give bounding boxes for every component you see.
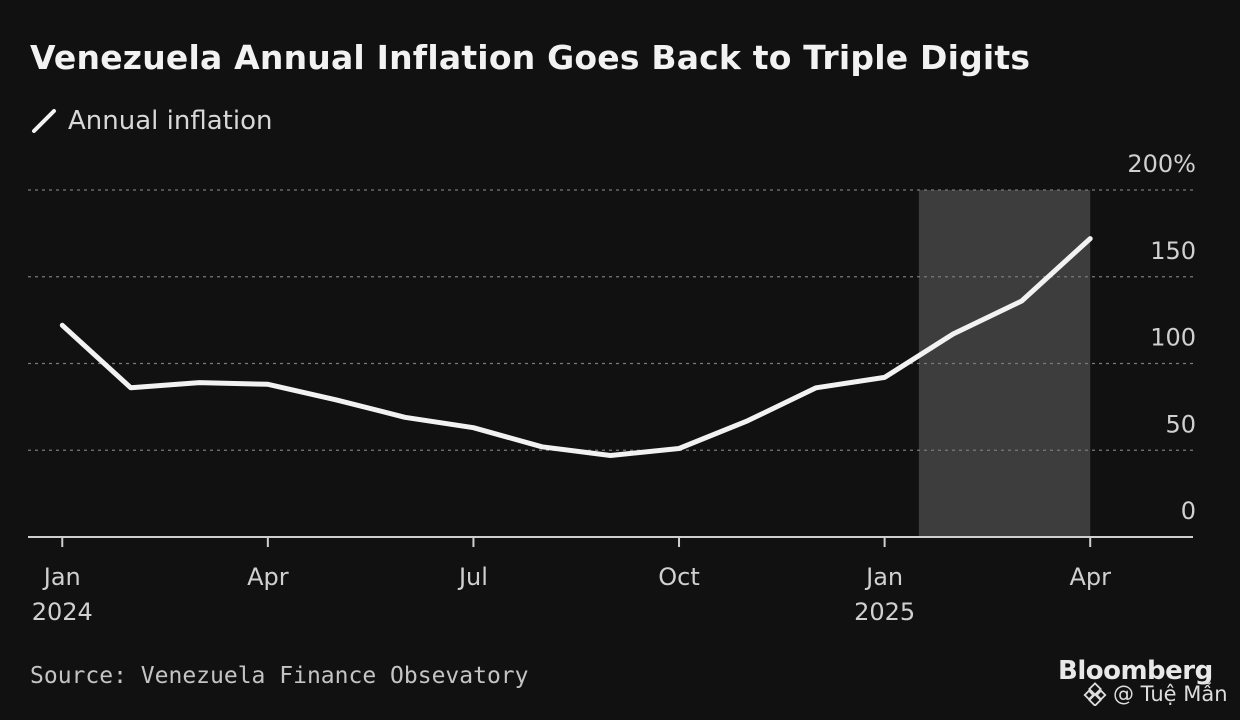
binance-diamond-icon [1083, 682, 1107, 706]
x-tick-sublabel: 2025 [854, 598, 915, 626]
watermark-text: @ Tuệ Mẫn [1113, 682, 1228, 706]
series-line-annual-inflation [59, 236, 1093, 458]
x-tick-label: Jan [864, 563, 903, 591]
watermark: @ Tuệ Mẫn [1083, 682, 1228, 706]
y-tick-label: 150 [1150, 237, 1196, 265]
bloomberg-logo: Bloomberg [1058, 656, 1213, 686]
chart-title: Venezuela Annual Inflation Goes Back to … [30, 38, 1031, 77]
y-tick-label: 0 [1181, 497, 1196, 525]
legend: Annual inflation [30, 106, 272, 136]
legend-line-icon [32, 109, 56, 133]
y-tick-label: 100 [1150, 324, 1196, 352]
x-tick-label: Jul [457, 563, 488, 591]
x-tick-label: Apr [247, 563, 289, 591]
y-tick-label: 50 [1165, 410, 1196, 438]
legend-label: Annual inflation [68, 106, 273, 136]
x-tick-label: Jan [42, 563, 81, 591]
y-tick-label: 200% [1127, 150, 1196, 178]
x-tick-label: Apr [1069, 563, 1111, 591]
x-tick-label: Oct [658, 563, 700, 591]
x-tick-sublabel: 2024 [32, 598, 93, 626]
source-note: Source: Venezuela Finance Obsevatory [30, 663, 529, 689]
